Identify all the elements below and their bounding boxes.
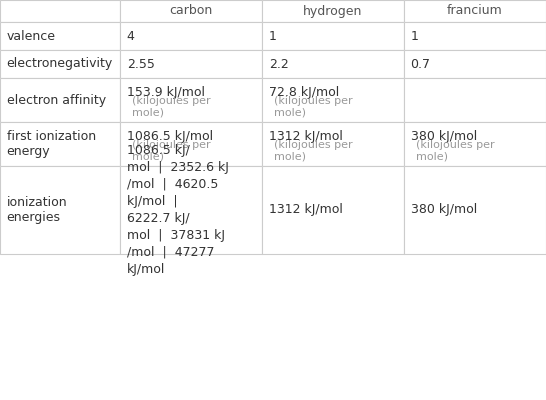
Text: 0.7: 0.7 [411,58,431,70]
Bar [120,50,262,78]
Bar [404,0,546,22]
Bar [404,22,546,50]
Text: 4: 4 [127,30,134,42]
Bar [404,122,546,166]
Bar [0,22,120,50]
Text: 1: 1 [269,30,276,42]
Bar [404,166,546,254]
Bar [120,0,262,22]
Bar [0,50,120,78]
Text: (kilojoules per
mole): (kilojoules per mole) [416,140,495,162]
Text: 380 kJ/mol: 380 kJ/mol [411,130,477,142]
Bar [262,22,404,50]
Bar [262,122,404,166]
Bar [404,122,546,166]
Bar [120,22,262,50]
Text: 2.55: 2.55 [127,58,155,70]
Text: carbon: carbon [169,4,213,18]
Bar [262,78,404,122]
Bar [404,78,546,122]
Bar [262,122,404,166]
Bar [120,78,262,122]
Text: francium: francium [447,4,503,18]
Bar [120,166,262,254]
Bar [0,0,120,22]
Text: 1086.5 kJ/mol: 1086.5 kJ/mol [127,130,213,142]
Bar [0,78,120,122]
Bar [404,50,546,78]
Bar [0,50,120,78]
Text: (kilojoules per
mole): (kilojoules per mole) [274,96,353,118]
Text: 1086.5 kJ/
mol  |  2352.6 kJ
/mol  |  4620.5
kJ/mol  |
6222.7 kJ/
mol  |  37831 : 1086.5 kJ/ mol | 2352.6 kJ /mol | 4620.5… [127,144,229,276]
Bar [120,122,262,166]
Bar [262,0,404,22]
Text: first ionization
energy: first ionization energy [7,130,96,158]
Text: electron affinity: electron affinity [7,94,106,106]
Bar [120,78,262,122]
Bar [262,0,404,22]
Text: 1312 kJ/mol: 1312 kJ/mol [269,130,342,142]
Bar [262,22,404,50]
Text: (kilojoules per
mole): (kilojoules per mole) [132,140,211,162]
Text: hydrogen: hydrogen [304,4,363,18]
Text: valence: valence [7,30,56,42]
Text: 1312 kJ/mol: 1312 kJ/mol [269,204,342,216]
Bar [0,122,120,166]
Bar [120,0,262,22]
Bar [0,78,120,122]
Text: (kilojoules per
mole): (kilojoules per mole) [132,96,211,118]
Bar [262,50,404,78]
Bar [0,122,120,166]
Bar [262,166,404,254]
Bar [120,50,262,78]
Bar [404,22,546,50]
Bar [0,0,120,22]
Bar [404,166,546,254]
Bar [0,166,120,254]
Bar [404,78,546,122]
Bar [262,50,404,78]
Bar [0,166,120,254]
Text: 72.8 kJ/mol: 72.8 kJ/mol [269,86,339,98]
Text: 2.2: 2.2 [269,58,288,70]
Bar [262,78,404,122]
Bar [404,50,546,78]
Bar [262,166,404,254]
Text: 153.9 kJ/mol: 153.9 kJ/mol [127,86,205,98]
Text: (kilojoules per
mole): (kilojoules per mole) [274,140,353,162]
Text: 1: 1 [411,30,418,42]
Bar [120,22,262,50]
Bar [404,0,546,22]
Bar [120,166,262,254]
Text: ionization
energies: ionization energies [7,196,67,224]
Text: electronegativity: electronegativity [7,58,113,70]
Bar [0,22,120,50]
Text: 380 kJ/mol: 380 kJ/mol [411,204,477,216]
Bar [120,122,262,166]
